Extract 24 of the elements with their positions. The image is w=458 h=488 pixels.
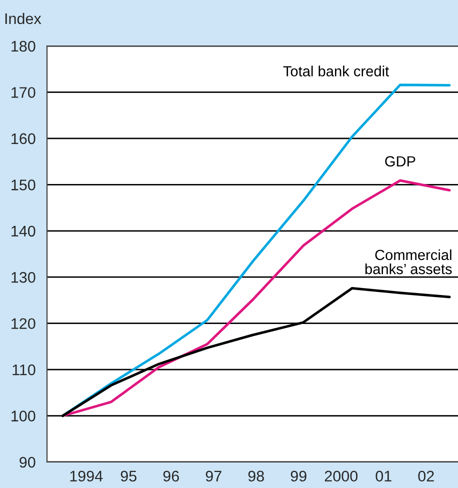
y-tick-label: 100	[12, 410, 36, 422]
y-tick-label: 130	[12, 272, 36, 283]
x-tick-label: 2000	[324, 470, 358, 482]
x-tick-label: 95	[120, 470, 136, 482]
y-axis-title: Index	[5, 12, 42, 24]
x-tick-label: 99	[290, 470, 306, 482]
x-tick-label: 02	[418, 470, 434, 482]
y-tick-label: 180	[12, 40, 36, 52]
x-tick-label: 97	[206, 470, 222, 482]
y-tick-label: 160	[12, 133, 36, 144]
y-tick-label: 110	[12, 364, 36, 376]
y-tick-label: 170	[12, 87, 36, 98]
y-tick-label: 120	[12, 318, 36, 330]
x-tick-label: 98	[248, 470, 264, 482]
series-label: Commercial banks’ assets	[365, 249, 452, 274]
line-series	[61, 179, 451, 418]
y-tick-label: 150	[12, 180, 36, 190]
series-label: GDP	[385, 156, 416, 167]
y-tick-label: 90	[20, 456, 36, 468]
series-label: Total bank credit	[283, 66, 389, 76]
y-tick-label: 140	[12, 226, 36, 237]
x-tick-label: 96	[163, 470, 179, 482]
x-tick-label: 1994	[70, 470, 103, 482]
x-tick-label: 01	[376, 470, 392, 482]
